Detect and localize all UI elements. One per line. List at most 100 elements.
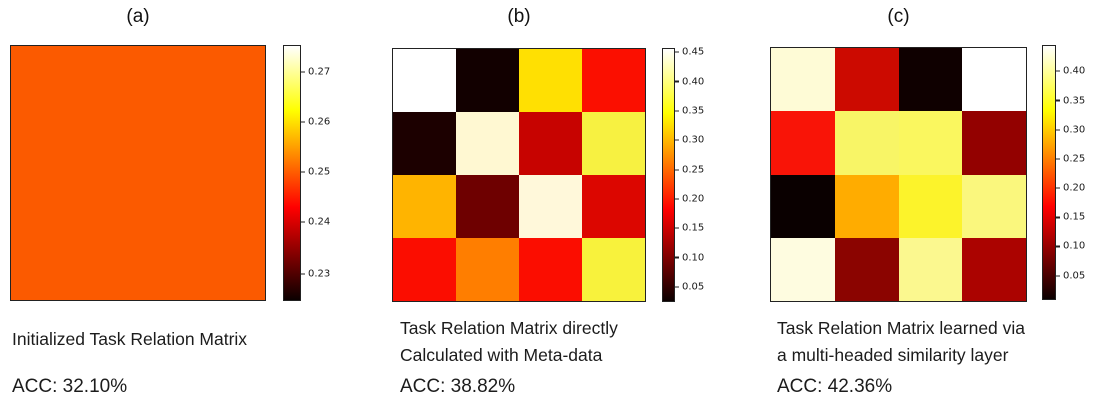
- colorbar-tick-mark: [675, 80, 679, 83]
- panel-c-caption-line: Task Relation Matrix learned via: [777, 318, 1026, 338]
- colorbar-tick: 0.20: [675, 193, 704, 204]
- colorbar-tick-label: 0.40: [1063, 65, 1086, 77]
- colorbar-tick-label: 0.27: [308, 66, 331, 78]
- heatmap-cell-r1c1: [74, 109, 138, 173]
- colorbar-tick: 0.30: [1056, 124, 1085, 135]
- colorbar-tick-label: 0.35: [682, 105, 705, 117]
- heatmap-cell-r3c2: [519, 238, 582, 301]
- panel-c-accuracy: ACC: 42.36%: [777, 376, 893, 397]
- panel-b-colorbar-ticks: 0.45 0.40 0.35 0.30 0.25 0.20 0.15 0.10 0.05: [675, 47, 719, 302]
- heatmap-cell-r3c1: [834, 237, 899, 301]
- heatmap-cell-r3c0: [11, 236, 75, 300]
- heatmap-cell-r2c1: [834, 174, 899, 238]
- colorbar-tick-label: 0.30: [682, 134, 705, 146]
- heatmap-cell-r0c3: [962, 48, 1026, 112]
- heatmap-cell-r2c0: [11, 173, 75, 237]
- panel-b-caption-line: Calculated with Meta-data: [400, 345, 603, 365]
- heatmap-cell-r0c1: [74, 46, 138, 110]
- colorbar-tick-mark: [675, 110, 679, 112]
- panel-b-accuracy: ACC: 38.82%: [400, 376, 516, 397]
- heatmap-cell-r1c2: [138, 109, 202, 173]
- panel-a-caption-line: Initialized Task Relation Matrix: [12, 329, 248, 349]
- heatmap-cell-r0c2: [898, 48, 963, 112]
- colorbar-tick: 0.24: [301, 216, 330, 227]
- heatmap-cell-r0c3: [582, 49, 645, 112]
- colorbar-tick: 0.35: [1056, 95, 1085, 106]
- panel-c-heatmap: [770, 47, 1027, 302]
- heatmap-cell-r0c1: [456, 49, 519, 112]
- colorbar-tick-label: 0.30: [1063, 124, 1086, 136]
- panel-a-colorbar-gradient: [283, 45, 301, 301]
- colorbar-tick-label: 0.35: [1063, 95, 1086, 107]
- colorbar-tick: 0.20: [1056, 183, 1085, 194]
- panel-b-caption-line: Task Relation Matrix directly: [400, 318, 618, 338]
- colorbar-tick: 0.45: [675, 47, 704, 58]
- panel-c-caption: Task Relation Matrix learned via a multi…: [777, 315, 1025, 369]
- colorbar-tick: 0.25: [301, 166, 330, 177]
- heatmap-cell-r0c2: [138, 46, 202, 110]
- colorbar-tick-mark: [675, 227, 679, 229]
- heatmap-cell-r1c3: [201, 109, 265, 173]
- colorbar-tick-mark: [675, 198, 679, 200]
- panel-b-title: (b): [507, 6, 531, 27]
- heatmap-cell-r0c0: [771, 48, 835, 112]
- heatmap-cell-r2c3: [582, 175, 645, 238]
- colorbar-tick-mark: [1056, 158, 1060, 160]
- colorbar-tick-label: 0.10: [682, 252, 705, 264]
- heatmap-cell-r1c3: [582, 112, 645, 175]
- colorbar-tick: 0.05: [1056, 270, 1085, 281]
- colorbar-tick-label: 0.10: [1063, 240, 1086, 252]
- heatmap-cell-r2c1: [456, 175, 519, 238]
- colorbar-tick: 0.05: [675, 282, 704, 293]
- colorbar-tick-label: 0.25: [682, 164, 705, 176]
- panel-a-colorbar-ticks: 0.27 0.26 0.25 0.24 0.23: [301, 45, 345, 301]
- colorbar-tick-mark: [1056, 129, 1060, 131]
- heatmap-cell-r0c3: [201, 46, 265, 110]
- colorbar-tick: 0.15: [1056, 212, 1085, 223]
- colorbar-tick-label: 0.26: [308, 116, 331, 128]
- colorbar-tick-label: 0.25: [1063, 153, 1086, 165]
- colorbar-tick-label: 0.05: [1063, 270, 1086, 282]
- colorbar-tick: 0.15: [675, 223, 704, 234]
- colorbar-tick-label: 0.15: [1063, 211, 1086, 223]
- heatmap-cell-r1c0: [11, 109, 75, 173]
- colorbar-tick-label: 0.25: [308, 166, 331, 178]
- heatmap-cell-r1c1: [456, 112, 519, 175]
- colorbar-tick: 0.23: [301, 269, 330, 280]
- heatmap-cell-r2c2: [898, 174, 963, 238]
- colorbar-tick-mark: [675, 256, 679, 259]
- heatmap-cell-r2c0: [393, 175, 456, 238]
- heatmap-cell-r3c3: [582, 238, 645, 301]
- colorbar-tick-label: 0.45: [682, 46, 705, 58]
- heatmap-cell-r0c1: [834, 48, 899, 112]
- colorbar-tick-mark: [675, 139, 679, 141]
- colorbar-tick-mark: [1056, 245, 1060, 248]
- heatmap-cell-r0c2: [519, 49, 582, 112]
- heatmap-cell-r3c0: [393, 238, 456, 301]
- panel-a-colorbar: 0.27 0.26 0.25 0.24 0.23: [283, 45, 330, 301]
- colorbar-tick-mark: [1056, 70, 1060, 72]
- panel-c-colorbar: 0.40 0.35 0.30 0.25 0.20 0.15 0.10 0.05: [1042, 45, 1085, 300]
- colorbar-tick-mark: [1056, 99, 1060, 102]
- heatmap-cell-r3c2: [898, 237, 963, 301]
- colorbar-tick-mark: [675, 286, 679, 288]
- colorbar-tick: 0.25: [1056, 153, 1085, 164]
- panel-b-colorbar: 0.45 0.40 0.35 0.30 0.25 0.20 0.15 0.10 0.05: [662, 47, 704, 302]
- panel-b-colorbar-gradient: [662, 48, 675, 302]
- heatmap-cell-r1c1: [834, 111, 899, 175]
- colorbar-tick: 0.40: [1056, 66, 1085, 77]
- colorbar-tick-mark: [1056, 187, 1060, 189]
- colorbar-tick-mark: [675, 51, 679, 53]
- panel-b-heatmap: [392, 48, 646, 302]
- colorbar-tick-mark: [301, 121, 305, 123]
- colorbar-tick-mark: [1056, 275, 1060, 277]
- heatmap-cell-r3c3: [962, 237, 1026, 301]
- colorbar-tick-label: 0.23: [308, 268, 331, 280]
- heatmap-cell-r3c3: [201, 236, 265, 300]
- panel-a-accuracy: ACC: 32.10%: [12, 376, 128, 397]
- heatmap-cell-r1c0: [771, 111, 835, 175]
- colorbar-tick: 0.40: [675, 76, 704, 87]
- panel-b-caption: Task Relation Matrix directly Calculated…: [400, 315, 618, 369]
- heatmap-cell-r2c1: [74, 173, 138, 237]
